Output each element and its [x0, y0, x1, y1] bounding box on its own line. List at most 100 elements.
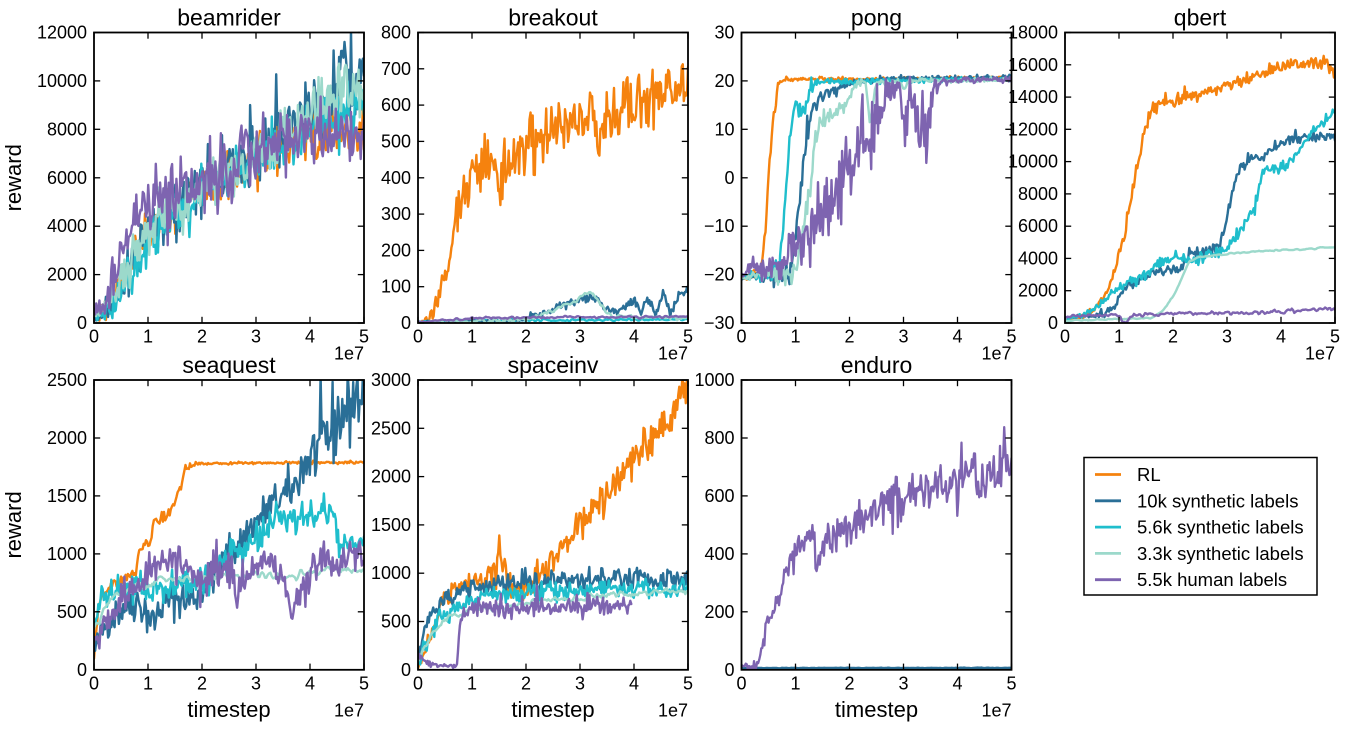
svg-text:timestep: timestep [187, 697, 270, 722]
svg-text:600: 600 [381, 95, 411, 115]
svg-text:4: 4 [305, 327, 315, 347]
svg-text:2: 2 [521, 327, 531, 347]
svg-text:1: 1 [467, 673, 477, 693]
svg-text:1: 1 [143, 327, 153, 347]
svg-text:12000: 12000 [1008, 119, 1058, 139]
svg-text:1000: 1000 [47, 544, 87, 564]
svg-text:0: 0 [401, 313, 411, 333]
svg-text:3: 3 [575, 673, 585, 693]
svg-text:300: 300 [381, 204, 411, 224]
svg-text:10000: 10000 [37, 71, 87, 91]
svg-text:700: 700 [381, 59, 411, 79]
svg-text:6000: 6000 [47, 168, 87, 188]
svg-text:4: 4 [305, 673, 315, 693]
svg-text:4: 4 [1276, 327, 1286, 347]
svg-text:1: 1 [467, 327, 477, 347]
svg-text:3: 3 [898, 673, 908, 693]
svg-text:0: 0 [724, 660, 734, 680]
svg-text:2500: 2500 [371, 418, 411, 438]
svg-text:4: 4 [629, 327, 639, 347]
svg-text:1e7: 1e7 [334, 344, 364, 364]
svg-text:20: 20 [714, 71, 734, 91]
svg-text:800: 800 [704, 428, 734, 448]
svg-text:1000: 1000 [371, 563, 411, 583]
svg-text:5: 5 [683, 673, 693, 693]
svg-text:pong: pong [851, 5, 902, 31]
svg-text:timestep: timestep [511, 697, 594, 722]
svg-text:500: 500 [381, 131, 411, 151]
svg-text:2500: 2500 [47, 370, 87, 390]
svg-text:3000: 3000 [371, 370, 411, 390]
svg-text:8000: 8000 [47, 119, 87, 139]
svg-text:10: 10 [714, 119, 734, 139]
svg-text:2: 2 [521, 673, 531, 693]
svg-text:6000: 6000 [1018, 216, 1058, 236]
svg-text:3: 3 [898, 327, 908, 347]
svg-text:400: 400 [704, 544, 734, 564]
svg-text:3: 3 [251, 327, 261, 347]
svg-text:400: 400 [381, 168, 411, 188]
svg-text:0: 0 [413, 673, 423, 693]
svg-text:1500: 1500 [47, 486, 87, 506]
svg-text:14000: 14000 [1008, 87, 1058, 107]
svg-text:1e7: 1e7 [981, 701, 1011, 721]
svg-text:8000: 8000 [1018, 184, 1058, 204]
svg-text:10000: 10000 [1008, 152, 1058, 172]
svg-text:2: 2 [844, 327, 854, 347]
svg-text:5.5k human labels: 5.5k human labels [1137, 569, 1287, 590]
svg-text:500: 500 [381, 612, 411, 632]
svg-text:5: 5 [1006, 327, 1016, 347]
svg-text:100: 100 [381, 277, 411, 297]
svg-text:1: 1 [790, 327, 800, 347]
svg-text:4000: 4000 [1018, 248, 1058, 268]
svg-text:1: 1 [1114, 327, 1124, 347]
svg-text:5: 5 [1330, 327, 1340, 347]
svg-text:1e7: 1e7 [658, 344, 688, 364]
svg-text:1: 1 [143, 673, 153, 693]
svg-text:−30: −30 [704, 313, 735, 333]
svg-text:5: 5 [683, 327, 693, 347]
svg-text:4: 4 [952, 673, 962, 693]
svg-text:0: 0 [1060, 327, 1070, 347]
svg-text:0: 0 [77, 313, 87, 333]
svg-text:800: 800 [381, 23, 411, 43]
svg-text:2000: 2000 [371, 467, 411, 487]
svg-text:3: 3 [251, 673, 261, 693]
svg-text:4: 4 [629, 673, 639, 693]
svg-text:reward: reward [1, 144, 26, 211]
svg-text:1e7: 1e7 [1305, 344, 1335, 364]
svg-text:5: 5 [359, 327, 369, 347]
svg-text:3: 3 [575, 327, 585, 347]
svg-text:2000: 2000 [1018, 281, 1058, 301]
svg-text:reward: reward [1, 491, 26, 558]
svg-text:seaquest: seaquest [182, 352, 276, 378]
svg-text:500: 500 [57, 602, 87, 622]
svg-text:1e7: 1e7 [981, 344, 1011, 364]
svg-text:spaceinv: spaceinv [508, 352, 599, 378]
svg-text:0: 0 [401, 660, 411, 680]
svg-text:−20: −20 [704, 265, 735, 285]
svg-text:4000: 4000 [47, 216, 87, 236]
svg-text:18000: 18000 [1008, 23, 1058, 43]
svg-text:30: 30 [714, 23, 734, 43]
svg-text:12000: 12000 [37, 23, 87, 43]
svg-text:qbert: qbert [1174, 5, 1227, 31]
svg-text:16000: 16000 [1008, 55, 1058, 75]
svg-text:RL: RL [1137, 464, 1161, 485]
svg-text:10k synthetic labels: 10k synthetic labels [1137, 490, 1298, 511]
svg-text:1e7: 1e7 [658, 701, 688, 721]
svg-text:0: 0 [724, 168, 734, 188]
svg-text:2000: 2000 [47, 428, 87, 448]
svg-text:4: 4 [952, 327, 962, 347]
svg-text:5: 5 [1006, 673, 1016, 693]
svg-text:2: 2 [197, 673, 207, 693]
svg-text:−10: −10 [704, 216, 735, 236]
svg-text:2: 2 [197, 327, 207, 347]
svg-text:0: 0 [77, 660, 87, 680]
svg-text:600: 600 [704, 486, 734, 506]
svg-text:3.3k synthetic labels: 3.3k synthetic labels [1137, 543, 1304, 564]
svg-text:1e7: 1e7 [334, 701, 364, 721]
svg-text:1000: 1000 [694, 370, 734, 390]
svg-text:5.6k synthetic labels: 5.6k synthetic labels [1137, 517, 1304, 538]
svg-text:1: 1 [790, 673, 800, 693]
